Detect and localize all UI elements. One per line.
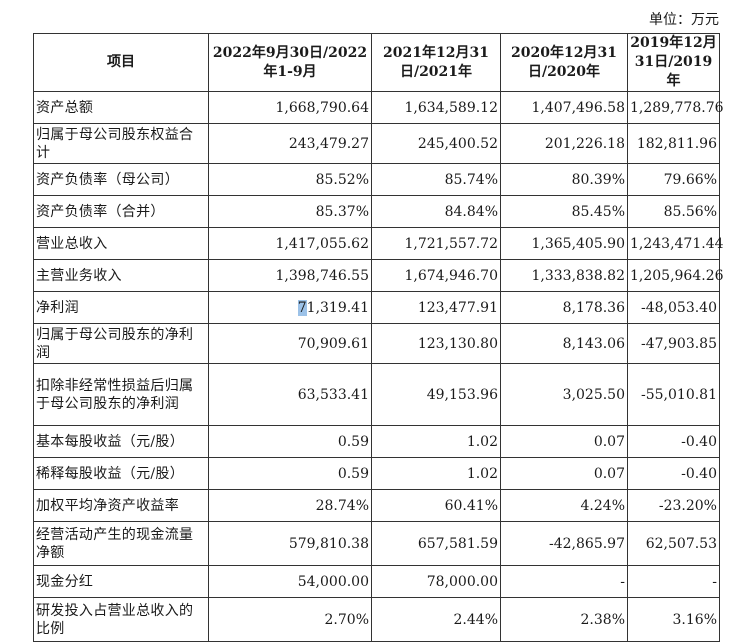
row-value: 1,243,471.44 bbox=[627, 227, 724, 260]
table-row: 资产负债率（母公司） 85.52% 85.74% 80.39% 79.66% bbox=[33, 163, 720, 196]
row-label: 资产负债率（合并） bbox=[33, 195, 209, 228]
row-value: 0.07 bbox=[500, 457, 628, 490]
row-value: - bbox=[500, 565, 628, 598]
row-value: -0.40 bbox=[627, 425, 720, 458]
row-label: 扣除非经常性损益后归属于母公司股东的净利润 bbox=[33, 363, 209, 426]
row-value: 63,533.41 bbox=[208, 363, 372, 426]
header-item: 项目 bbox=[33, 33, 209, 92]
row-value: 78,000.00 bbox=[371, 565, 501, 598]
row-value: 62,507.53 bbox=[627, 521, 720, 566]
row-value: 85.45% bbox=[500, 195, 628, 228]
row-value: 8,178.36 bbox=[500, 291, 628, 324]
row-value: 8,143.06 bbox=[500, 323, 628, 364]
table-row: 经营活动产生的现金流量净额 579,810.38 657,581.59 -42,865… bbox=[33, 521, 720, 566]
row-value: 1,417,055.62 bbox=[208, 227, 372, 260]
row-label: 现金分红 bbox=[33, 565, 209, 598]
row-value: 1,205,964.26 bbox=[627, 259, 724, 292]
row-value: 0.07 bbox=[500, 425, 628, 458]
row-label: 归属于母公司股东的净利润 bbox=[33, 323, 209, 364]
header-period-2022q3: 2022年9月30日/2022年1-9月 bbox=[208, 33, 372, 92]
row-label: 营业总收入 bbox=[33, 227, 209, 260]
row-value: 84.84% bbox=[371, 195, 501, 228]
row-label: 净利润 bbox=[33, 291, 209, 324]
row-value: 80.39% bbox=[500, 163, 628, 196]
table-row: 加权平均净资产收益率 28.74% 60.41% 4.24% -23.20% bbox=[33, 489, 720, 522]
row-value: 79.66% bbox=[627, 163, 720, 196]
header-period-2020: 2020年12月31日/2020年 bbox=[500, 33, 628, 92]
header-period-2021: 2021年12月31日/2021年 bbox=[371, 33, 501, 92]
unit-label: 单位：万元 bbox=[649, 12, 719, 28]
row-value: -42,865.97 bbox=[500, 521, 628, 566]
row-value: 71,319.41 bbox=[208, 291, 372, 324]
row-label: 加权平均净资产收益率 bbox=[33, 489, 209, 522]
row-value: 579,810.38 bbox=[208, 521, 372, 566]
row-value: -23.20% bbox=[627, 489, 720, 522]
row-value: 657,581.59 bbox=[371, 521, 501, 566]
table-header-row: 项目 2022年9月30日/2022年1-9月 2021年12月31日/2021… bbox=[33, 33, 720, 92]
row-value: 85.56% bbox=[627, 195, 720, 228]
row-value: 70,909.61 bbox=[208, 323, 372, 364]
row-value: 1,674,946.70 bbox=[371, 259, 501, 292]
row-value: 85.52% bbox=[208, 163, 372, 196]
row-value: 3,025.50 bbox=[500, 363, 628, 426]
row-value: 123,130.80 bbox=[371, 323, 501, 364]
table-row: 净利润 71,319.41 123,477.91 8,178.36 -48,053.40 bbox=[33, 291, 720, 324]
table-row: 营业总收入 1,417,055.62 1,721,557.72 1,365,405.9… bbox=[33, 227, 724, 260]
row-value: 1.02 bbox=[371, 425, 501, 458]
row-value: -0.40 bbox=[627, 457, 720, 490]
row-label: 资产负债率（母公司） bbox=[33, 163, 209, 196]
row-value: -55,010.81 bbox=[627, 363, 720, 426]
row-value: 1,333,838.82 bbox=[500, 259, 628, 292]
cut-off-text-strip bbox=[33, 620, 719, 631]
row-value: 0.59 bbox=[208, 425, 372, 458]
row-label: 基本每股收益（元/股） bbox=[33, 425, 209, 458]
row-value: -47,903.85 bbox=[627, 323, 720, 364]
table-row: 归属于母公司股东权益合计 243,479.27 245,400.52 201,226.… bbox=[33, 123, 720, 164]
row-value: 201,226.18 bbox=[500, 123, 628, 164]
financial-summary-table: 项目 2022年9月30日/2022年1-9月 2021年12月31日/2021… bbox=[33, 33, 724, 642]
row-value: 243,479.27 bbox=[208, 123, 372, 164]
row-value: - bbox=[627, 565, 720, 598]
row-value: 4.24% bbox=[500, 489, 628, 522]
row-value: 28.74% bbox=[208, 489, 372, 522]
row-value: 1.02 bbox=[371, 457, 501, 490]
row-value: 1,289,778.76 bbox=[627, 91, 724, 124]
row-label: 资产总额 bbox=[33, 91, 209, 124]
text-selection-highlight: 7 bbox=[297, 299, 307, 316]
row-value: 1,407,496.58 bbox=[500, 91, 628, 124]
table-row: 扣除非经常性损益后归属于母公司股东的净利润 63,533.41 49,153.96 3… bbox=[33, 363, 720, 426]
row-value: 49,153.96 bbox=[371, 363, 501, 426]
row-value: 85.74% bbox=[371, 163, 501, 196]
row-value: 1,721,557.72 bbox=[371, 227, 501, 260]
row-value: 1,365,405.90 bbox=[500, 227, 628, 260]
row-value: 123,477.91 bbox=[371, 291, 501, 324]
row-label: 主营业务收入 bbox=[33, 259, 209, 292]
row-label: 经营活动产生的现金流量净额 bbox=[33, 521, 209, 566]
row-label: 稀释每股收益（元/股） bbox=[33, 457, 209, 490]
row-value: 182,811.96 bbox=[627, 123, 720, 164]
header-period-2019: 2019年12月31日/2019年 bbox=[627, 33, 720, 92]
row-value: 60.41% bbox=[371, 489, 501, 522]
table-row: 现金分红 54,000.00 78,000.00- - bbox=[33, 565, 720, 598]
row-value: 1,668,790.64 bbox=[208, 91, 372, 124]
table-row: 稀释每股收益（元/股） 0.59 1.02 0.07 -0.40 bbox=[33, 457, 720, 490]
row-value: 0.59 bbox=[208, 457, 372, 490]
row-value: 54,000.00 bbox=[208, 565, 372, 598]
table-row: 资产负债率（合并） 85.37% 84.84% 85.45% 85.56% bbox=[33, 195, 720, 228]
table-row: 主营业务收入 1,398,746.55 1,674,946.70 1,333,838.… bbox=[33, 259, 724, 292]
table-row: 资产总额 1,668,790.64 1,634,589.12 1,407,496.58… bbox=[33, 91, 724, 124]
row-value: 1,398,746.55 bbox=[208, 259, 372, 292]
table-row: 基本每股收益（元/股） 0.59 1.02 0.07 -0.40 bbox=[33, 425, 720, 458]
row-value: 85.37% bbox=[208, 195, 372, 228]
table-row: 归属于母公司股东的净利润 70,909.61 123,130.80 8,143.06-… bbox=[33, 323, 720, 364]
row-value: 1,634,589.12 bbox=[371, 91, 501, 124]
row-label: 归属于母公司股东权益合计 bbox=[33, 123, 209, 164]
row-value: -48,053.40 bbox=[627, 291, 720, 324]
row-value: 245,400.52 bbox=[371, 123, 501, 164]
